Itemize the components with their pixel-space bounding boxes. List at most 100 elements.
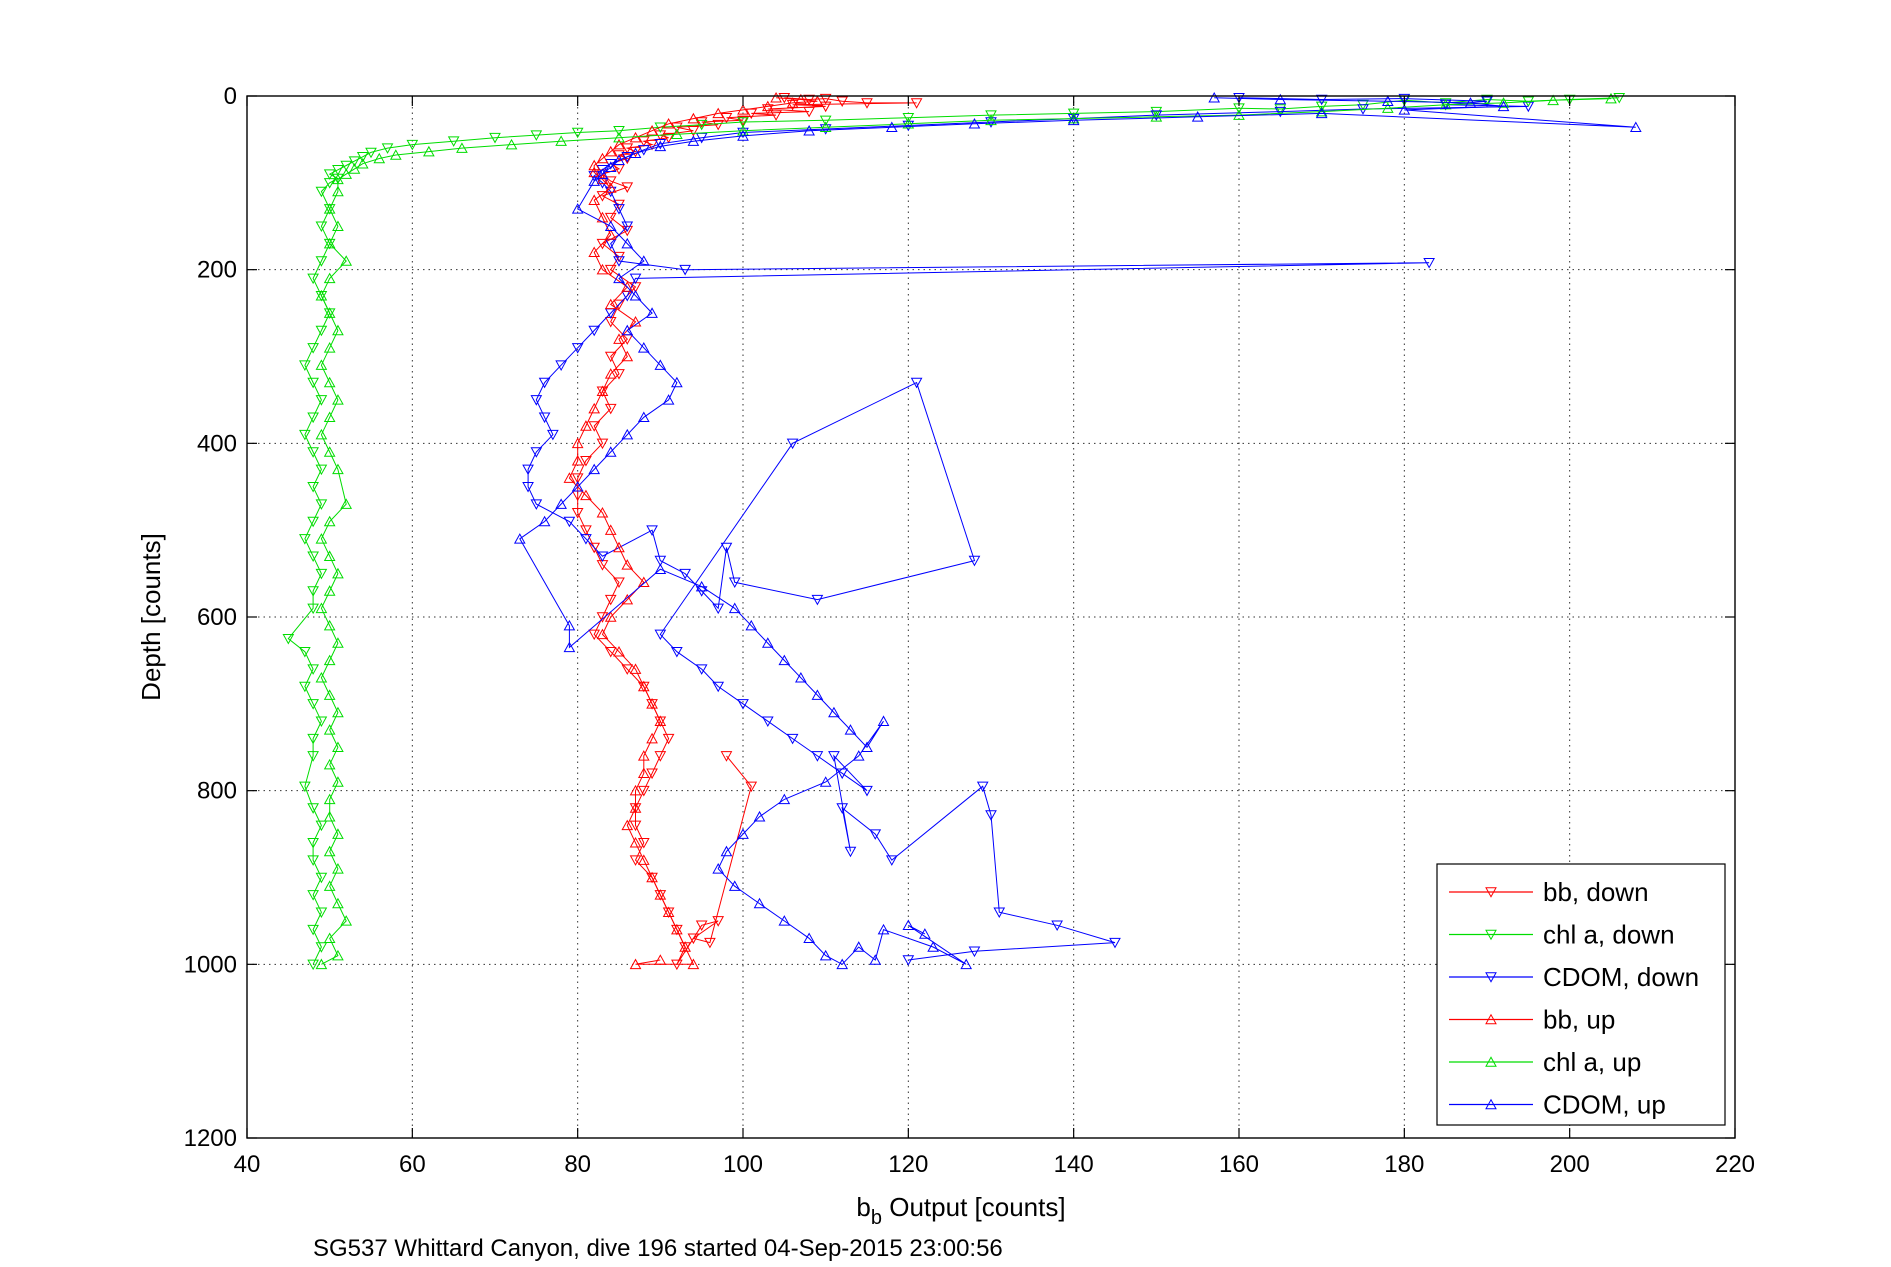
data-point: [720, 542, 733, 554]
data-point: [712, 119, 725, 131]
data-point: [571, 473, 584, 484]
data-point: [323, 654, 336, 666]
data-point: [604, 229, 617, 240]
y-tick-label: 600: [197, 604, 237, 631]
data-point: [538, 377, 551, 389]
data-point: [307, 959, 319, 971]
data-point: [315, 186, 328, 198]
data-point: [1381, 102, 1394, 113]
data-point: [687, 112, 700, 124]
data-point: [315, 568, 328, 580]
data-point: [604, 186, 617, 198]
data-point: [753, 810, 766, 822]
data-point: [737, 124, 749, 136]
data-point: [621, 819, 634, 831]
data-point: [389, 149, 402, 160]
data-point: [737, 828, 749, 839]
data-point: [637, 342, 650, 353]
data-point: [315, 359, 328, 370]
data-point: [637, 854, 650, 865]
data-point: [968, 946, 981, 958]
data-point: [571, 343, 584, 354]
data-point: [662, 118, 675, 129]
data-point: [885, 121, 898, 133]
data-point: [621, 237, 634, 249]
data-point: [712, 681, 725, 693]
data-point: [786, 733, 799, 745]
data-point: [1381, 95, 1394, 106]
data-point: [588, 325, 601, 337]
legend-item: CDOM, up: [1449, 1090, 1666, 1120]
data-point: [646, 698, 658, 709]
data-point: [315, 499, 328, 510]
data-point: [530, 395, 543, 406]
data-point: [604, 611, 617, 622]
data-point: [299, 429, 311, 441]
data-point: [1067, 112, 1080, 124]
data-point: [745, 781, 758, 793]
series-line: [287, 97, 1620, 965]
data-point: [571, 480, 584, 492]
data-point: [299, 781, 311, 793]
data-point: [621, 350, 634, 362]
data-point: [332, 567, 344, 579]
data-point: [687, 135, 700, 146]
data-point: [819, 115, 832, 127]
data-point: [522, 464, 534, 476]
data-point: [604, 176, 617, 187]
data-point: [819, 101, 832, 113]
data-point: [1208, 91, 1221, 103]
data-point: [1274, 93, 1287, 105]
data-point: [571, 437, 584, 449]
data-point: [323, 515, 336, 527]
data-point: [654, 715, 667, 726]
data-point: [307, 733, 319, 745]
data-point: [654, 555, 667, 567]
data-point: [381, 143, 394, 154]
data-point: [1398, 93, 1411, 105]
data-point: [654, 140, 667, 152]
data-point: [745, 619, 758, 631]
data-point: [654, 139, 667, 150]
data-point: [1481, 96, 1493, 107]
series-line: [568, 97, 818, 965]
data-point: [299, 360, 311, 371]
data-point: [340, 915, 353, 926]
data-point: [538, 515, 551, 527]
data-point: [654, 359, 667, 370]
data-point: [299, 534, 311, 545]
data-point: [323, 550, 336, 561]
data-point: [1315, 101, 1328, 113]
data-point: [604, 264, 617, 276]
data-point: [613, 125, 625, 137]
data-point: [613, 150, 625, 161]
data-point: [315, 958, 328, 970]
data-point: [563, 472, 576, 483]
data-point: [596, 165, 609, 176]
data-point: [332, 463, 344, 475]
data-point: [571, 508, 584, 519]
data-point: [588, 246, 601, 258]
data-point: [340, 255, 353, 266]
data-point: [332, 776, 344, 787]
data-point: [637, 767, 650, 779]
data-point: [547, 429, 559, 441]
x-tick-label: 200: [1550, 1151, 1590, 1178]
data-point: [604, 298, 617, 310]
data-point: [695, 132, 708, 144]
data-point: [604, 145, 617, 157]
series-chl-a-up: [315, 92, 1617, 970]
data-point: [307, 664, 319, 675]
data-point: [902, 112, 915, 124]
data-point: [679, 568, 691, 580]
data-point: [604, 524, 617, 535]
data-point: [315, 820, 328, 832]
data-point: [662, 906, 675, 917]
legend-marker: [1485, 1098, 1497, 1110]
data-point: [348, 156, 361, 167]
data-point: [348, 163, 361, 174]
legend-label: chl a, down: [1543, 920, 1675, 950]
legend-label: CDOM, up: [1543, 1090, 1666, 1120]
data-point: [712, 916, 725, 927]
data-point: [621, 143, 634, 154]
